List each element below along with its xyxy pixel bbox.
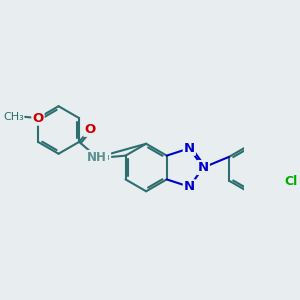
Text: N: N: [198, 161, 209, 174]
Text: Cl: Cl: [284, 176, 298, 188]
Text: O: O: [32, 112, 44, 124]
Text: O: O: [84, 123, 95, 136]
Text: CH₃: CH₃: [90, 152, 110, 162]
Text: NH: NH: [87, 151, 107, 164]
Text: N: N: [184, 142, 195, 155]
Text: CH₃: CH₃: [3, 112, 24, 122]
Text: N: N: [184, 180, 195, 193]
